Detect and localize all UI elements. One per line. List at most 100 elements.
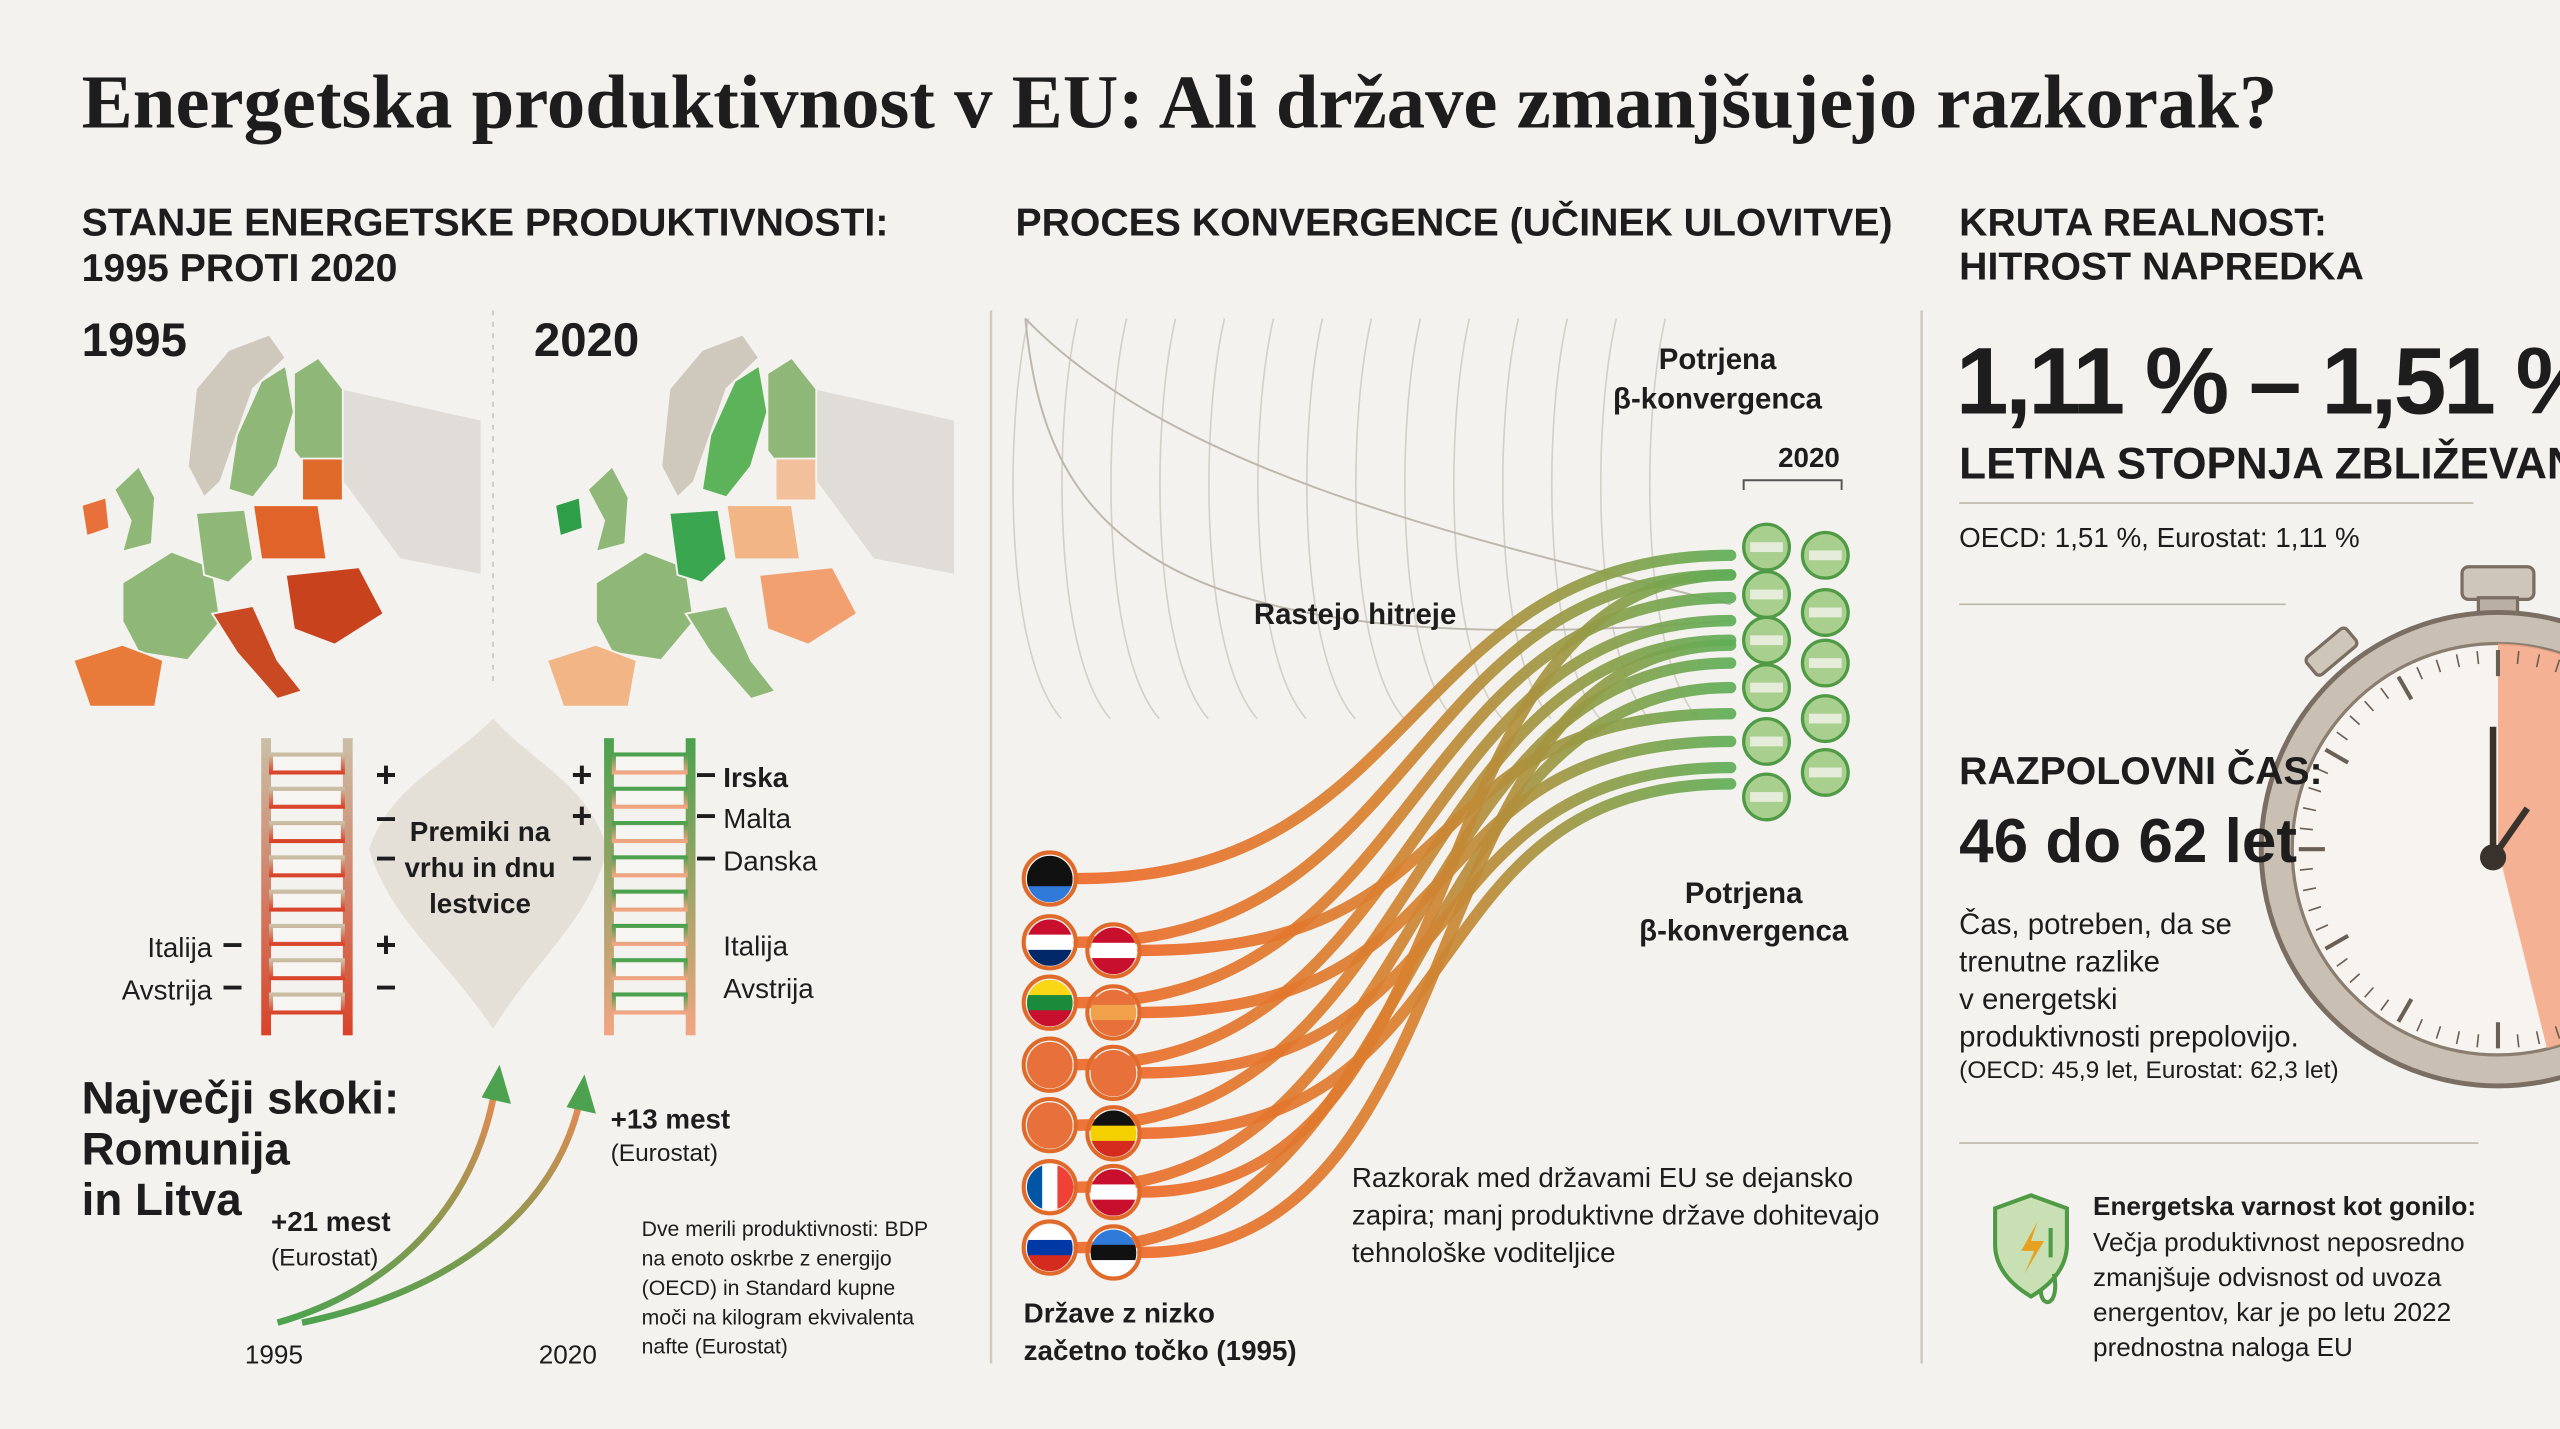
stopwatch-tick bbox=[2336, 957, 2348, 967]
flag-stripe bbox=[1090, 1184, 1137, 1201]
stopwatch-tick bbox=[2476, 1034, 2480, 1048]
ladder-label: Italija bbox=[723, 930, 788, 961]
ladder-rung bbox=[268, 752, 345, 775]
stopwatch-tick bbox=[2315, 767, 2329, 775]
flag-ring bbox=[1085, 1105, 1142, 1162]
flag-stripe bbox=[1090, 1050, 1137, 1067]
ladder-mark: − bbox=[222, 924, 243, 965]
ladder-label: Avstrija bbox=[122, 974, 213, 1005]
funnel-line bbox=[1061, 318, 1111, 720]
ladder-rung bbox=[611, 821, 688, 844]
start-label: začetno točko (1995) bbox=[1024, 1335, 1297, 1366]
ladder-note: lestvice bbox=[429, 888, 531, 919]
map-country bbox=[301, 457, 344, 502]
target-stripe bbox=[1750, 736, 1783, 747]
flag-stripe bbox=[1026, 855, 1073, 872]
bracket bbox=[1742, 479, 1843, 491]
flag-ring bbox=[1021, 914, 1078, 971]
convergence-flow bbox=[1073, 569, 1737, 948]
flag-ring bbox=[1021, 1158, 1078, 1216]
flag-ring bbox=[1085, 1044, 1142, 1102]
stopwatch-pin bbox=[2480, 844, 2507, 871]
ladder-mark: + bbox=[571, 754, 592, 795]
flag-stripe bbox=[1090, 989, 1137, 1006]
ladder-rail bbox=[261, 738, 272, 1036]
stopwatch-wedge bbox=[2497, 643, 2560, 1049]
funnel-line bbox=[1208, 318, 1258, 720]
map-country bbox=[113, 464, 157, 554]
flag bbox=[1090, 1169, 1137, 1216]
note: na enoto oskrbe z energijo bbox=[642, 1248, 892, 1271]
target-stripe bbox=[1750, 589, 1783, 600]
ladder-mark: − bbox=[696, 837, 717, 878]
flag bbox=[1026, 1224, 1073, 1272]
map-country bbox=[725, 504, 802, 561]
funnel-line bbox=[1110, 318, 1160, 720]
half-life-text: trenutne razlike bbox=[1959, 946, 2160, 979]
ladder-rail bbox=[604, 738, 614, 1036]
security-text: Večja produktivnost neposredno bbox=[2093, 1227, 2465, 1257]
flag-stripe bbox=[1026, 1041, 1073, 1058]
funnel-line bbox=[1159, 318, 1209, 720]
map-country bbox=[684, 604, 778, 701]
half-life-text: produktivnosti prepolovijo. bbox=[1959, 1021, 2299, 1054]
jump-value: +13 mest bbox=[611, 1103, 731, 1134]
convergence-flow bbox=[1073, 549, 1737, 885]
stopwatch-tick bbox=[2554, 1025, 2560, 1039]
convergence-label: β-konvergenca bbox=[1639, 915, 1849, 948]
stopwatch-tick bbox=[2336, 731, 2348, 741]
security-text: prednostna naloga EU bbox=[2093, 1332, 2353, 1362]
axis-label: 2020 bbox=[539, 1339, 597, 1369]
map-country bbox=[774, 457, 818, 502]
stopwatch-tick bbox=[2416, 1018, 2424, 1032]
ladder-mark: − bbox=[376, 798, 397, 839]
target-stripe bbox=[1750, 635, 1783, 646]
security-title: Energetska varnost kot gonilo: bbox=[2093, 1191, 2476, 1221]
flag-stripe bbox=[1090, 958, 1137, 975]
flag-stripe bbox=[1090, 1244, 1137, 1261]
ladder-mark: + bbox=[376, 924, 397, 965]
map-country bbox=[121, 550, 222, 662]
target-stripe bbox=[1750, 792, 1783, 802]
map-country bbox=[660, 333, 761, 499]
stopwatch-tick bbox=[2299, 867, 2313, 871]
flag-ring bbox=[1085, 922, 1142, 979]
stopwatch-tick bbox=[2349, 973, 2361, 984]
flag bbox=[1090, 927, 1137, 975]
flag-ring bbox=[1021, 1219, 1078, 1276]
start-label: Države z nizko bbox=[1024, 1298, 1215, 1329]
ladder-mark: − bbox=[571, 837, 592, 878]
flag-stripe bbox=[1026, 1224, 1073, 1241]
flag-stripe bbox=[1090, 942, 1137, 959]
flag-stripe bbox=[1090, 1004, 1137, 1021]
flag-ring bbox=[1021, 1036, 1078, 1093]
convergence-flow bbox=[1137, 707, 1737, 957]
flag-stripe bbox=[1090, 1140, 1137, 1157]
stopwatch-tick bbox=[2364, 700, 2375, 712]
ladder-note: Premiki na bbox=[410, 816, 551, 847]
year-label: 2020 bbox=[534, 314, 639, 367]
ladder-rung bbox=[611, 786, 688, 809]
flag-stripe bbox=[1090, 1080, 1137, 1097]
flag-ring bbox=[1085, 1163, 1142, 1221]
flag bbox=[1090, 1050, 1137, 1097]
ladder-note-shape bbox=[368, 718, 608, 1029]
target-stripe bbox=[1808, 713, 1842, 724]
convergence-flow bbox=[1073, 634, 1737, 1131]
ladder-label: Avstrija bbox=[723, 973, 814, 1004]
funnel-line bbox=[1648, 318, 1699, 720]
flag-stripe bbox=[1090, 1260, 1137, 1277]
flag-stripe bbox=[1090, 1125, 1137, 1142]
flag-stripe bbox=[1026, 979, 1073, 996]
ladder-label: Italija bbox=[147, 932, 212, 963]
map-country bbox=[341, 387, 483, 577]
funnel-line bbox=[1306, 318, 1356, 720]
stopwatch-tick bbox=[2324, 933, 2350, 951]
flag-ring bbox=[1085, 984, 1142, 1041]
stopwatch-button bbox=[2304, 626, 2359, 677]
stopwatch-tick bbox=[2435, 659, 2442, 673]
ladder-mark: + bbox=[376, 754, 397, 795]
flag-stripe bbox=[1090, 1020, 1137, 1037]
flag-stripe bbox=[1026, 1255, 1073, 1272]
ladder-rung bbox=[268, 958, 345, 981]
